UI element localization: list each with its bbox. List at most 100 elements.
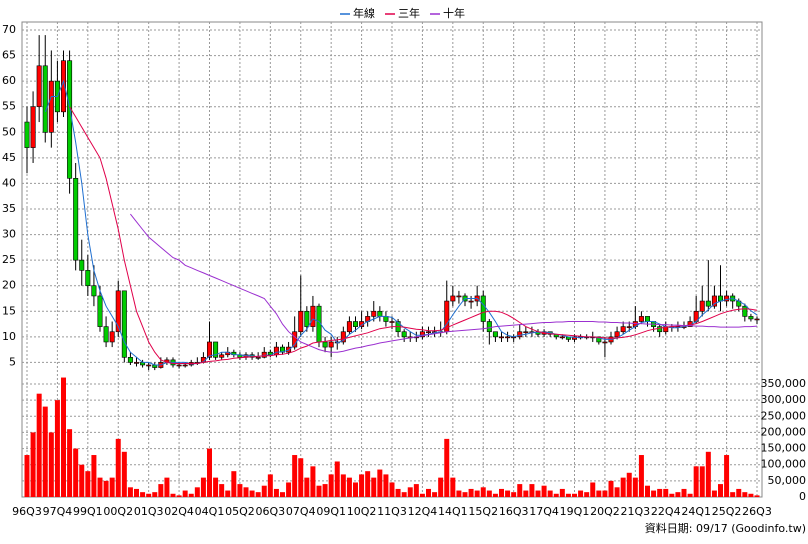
volume-bar (316, 485, 322, 497)
x-tick-label: 09Q1 (316, 505, 346, 518)
volume-bar (231, 471, 237, 497)
y-tick-label: 60 (2, 74, 16, 87)
candle-body (644, 316, 650, 322)
volume-bar (328, 474, 334, 497)
volume-bar (30, 432, 36, 497)
candle-body (602, 341, 608, 344)
candle-body (699, 300, 705, 312)
candle-body (371, 310, 377, 317)
volume-bar (529, 484, 535, 497)
volume-bar (456, 490, 462, 497)
candle-body (42, 65, 48, 133)
x-tick-label: 15Q2 (468, 505, 498, 518)
volume-bar (638, 455, 644, 497)
candle-body (389, 321, 395, 323)
volume-bar (492, 493, 498, 497)
candle-body (425, 331, 431, 334)
volume-bar (334, 461, 340, 497)
candle-body (30, 106, 36, 148)
x-tick-label: 22Q4 (651, 505, 681, 518)
volume-bar (663, 488, 669, 497)
x-tick-label: 99Q1 (73, 505, 103, 518)
y-tick-label: 40 (2, 176, 16, 189)
candle-body (310, 305, 316, 327)
volume-bar (505, 490, 511, 497)
volume-bar (207, 448, 212, 497)
volume-bar (486, 490, 492, 497)
candle-body (182, 364, 188, 367)
volume-bar (103, 480, 109, 497)
volume-bar (711, 490, 717, 497)
candle-body (219, 354, 225, 358)
candle-body (255, 357, 261, 359)
x-tick-label: 96Q3 (12, 505, 42, 518)
volume-bar (705, 451, 711, 497)
candle-body (85, 270, 91, 287)
volume-bar (632, 477, 638, 497)
volume-bar (413, 484, 419, 497)
candle-body (498, 336, 504, 339)
volume-bar (61, 377, 66, 497)
x-tick-label: 17Q4 (529, 505, 559, 518)
volume-bar (371, 477, 377, 497)
volume-bar (261, 485, 267, 497)
volume-bar (669, 493, 675, 497)
volume-bar (736, 488, 742, 497)
candle-body (705, 300, 711, 307)
candle-body (401, 331, 407, 338)
candle-body (614, 331, 620, 338)
candle-body (261, 351, 267, 358)
candle-body (450, 295, 456, 302)
volume-bar (219, 484, 225, 497)
candle-body (304, 310, 310, 327)
y-tick-label: 20 (2, 279, 16, 292)
volume-bar (286, 482, 292, 497)
volume-bar (383, 474, 389, 497)
volume-bar (596, 490, 602, 497)
y-tick-label: 10 (2, 330, 16, 343)
volume-bar (681, 488, 687, 497)
legend-label: 十年 (443, 6, 465, 20)
candle-body (383, 316, 389, 322)
x-tick-label: 16Q3 (499, 505, 529, 518)
x-tick-label: 25Q2 (712, 505, 742, 518)
volume-bar (572, 493, 577, 497)
volume-bar (474, 490, 480, 497)
candle-body (328, 341, 334, 348)
volume-bar (626, 472, 632, 497)
volume-bar (200, 477, 206, 497)
volume-bar (164, 477, 170, 497)
volume-bar (322, 484, 328, 497)
y-tick-label: 25 (2, 253, 16, 266)
volume-bar (225, 490, 231, 497)
volume-bar (724, 455, 730, 497)
volume-bar (553, 493, 559, 497)
candle-body (711, 295, 717, 307)
legend-label: 三年 (398, 6, 420, 20)
volume-bar (602, 490, 608, 497)
volume-bar (699, 466, 705, 497)
candle-body (468, 300, 474, 303)
candle-body (176, 364, 182, 367)
volume-bar (462, 492, 468, 497)
y2-tick-label: 0 (799, 490, 806, 503)
candle-body (340, 331, 346, 343)
volume-bar (590, 482, 596, 497)
volume-bar (267, 474, 273, 497)
x-tick-label: 05Q2 (225, 505, 255, 518)
volume-bar (718, 484, 723, 497)
volume-bar (687, 493, 693, 497)
volume-bar (407, 487, 413, 497)
volume-bar (578, 490, 584, 497)
candle-body (121, 290, 127, 358)
candle-body (596, 336, 602, 343)
volume-bar (127, 487, 133, 497)
volume-bar (499, 488, 504, 497)
volume-bar (237, 484, 243, 497)
candle-body (109, 331, 115, 343)
volume-bar (73, 448, 79, 497)
candle-body (48, 80, 54, 133)
volume-bar (614, 487, 620, 497)
volume-bar (140, 492, 146, 497)
